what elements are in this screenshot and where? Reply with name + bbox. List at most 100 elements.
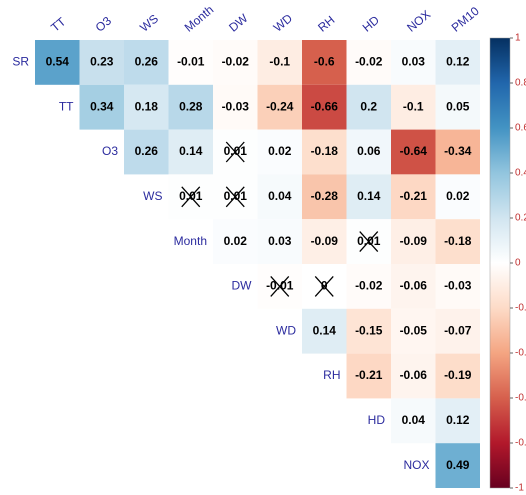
colorbar-label: -0.4 [515,348,526,359]
cell [302,174,347,220]
column-label: NOX [404,7,433,34]
row-label: HD [368,413,386,427]
cell [257,129,302,175]
cell-value: -0.09 [400,234,428,248]
cell [346,308,391,354]
cell-value: -0.18 [311,144,339,158]
colorbar-label: -0.6 [515,393,526,404]
cell [35,40,80,85]
cell [79,84,124,130]
cell [168,84,213,130]
cell [391,308,436,354]
colorbar-label: -0.8 [515,438,526,449]
cell-value: -0.66 [311,99,339,113]
cell [213,219,258,264]
cell [302,308,347,354]
colorbar-label: 0.8 [515,78,526,89]
cell-value: 0.54 [46,55,70,69]
column-label: RH [315,13,337,35]
cell [346,353,391,399]
colorbar [489,37,511,489]
cell [346,129,391,175]
cell [435,219,480,264]
cell [391,40,436,85]
cell-value: -0.6 [314,55,335,69]
cell [213,40,258,85]
cell-value: -0.34 [444,144,472,158]
cell-value: -0.09 [311,234,339,248]
cell-value: 0.49 [446,458,470,472]
cell-value: -0.06 [400,368,428,382]
cell [346,40,391,85]
colorbar-label: 0.6 [515,123,526,134]
cell-value: -0.03 [222,99,250,113]
row-label: WD [276,323,296,337]
cell-value: 0.14 [313,323,337,337]
cell [302,129,347,175]
cell [435,129,480,175]
cross [181,186,201,208]
cell [346,174,391,220]
cell-value: -0.24 [266,99,294,113]
cell-value: 0.02 [224,234,248,248]
colorbar-label: 1 [515,33,521,44]
cell-value: -0.21 [355,368,383,382]
cell [391,398,436,444]
cell [391,129,436,175]
cell [346,84,391,130]
cell-value: -0.06 [400,279,428,293]
column-label: PM10 [449,4,482,35]
cell [124,40,169,85]
cell [257,84,302,130]
cell-value: 0.04 [402,413,426,427]
cell [435,264,480,309]
cell-value: -0.15 [355,323,383,337]
cell-value: 0.12 [446,413,470,427]
cell-value: -0.18 [444,234,472,248]
cell-value: 0.26 [135,55,159,69]
cell-value: -0.64 [400,144,428,158]
cell [302,40,347,85]
colorbar-label: 0 [515,258,521,269]
row-label: NOX [403,458,429,472]
column-label: DW [226,11,251,35]
cell [435,84,480,130]
cell-value: 0.34 [90,99,114,113]
row-label: WS [143,189,162,203]
row-label: DW [232,279,253,293]
cross [270,275,290,297]
cell [435,308,480,354]
cross [225,186,245,208]
colorbar-label: -1 [515,483,524,494]
cell-value: 0.14 [357,189,381,203]
cell [391,84,436,130]
cell-value: 0.04 [268,189,292,203]
cell-value: -0.28 [311,189,339,203]
cell [213,84,258,130]
colorbar-label: -0.2 [515,303,526,314]
cell [391,219,436,264]
cell-value: -0.07 [444,323,472,337]
cell-value: -0.02 [222,55,250,69]
cell [435,443,480,488]
cell-value: -0.01 [177,55,205,69]
column-label: HD [360,13,383,35]
cell-value: -0.1 [269,55,290,69]
row-label: TT [59,99,74,113]
colorbar-label: 0.4 [515,168,526,179]
cell [168,40,213,85]
cell-value: -0.19 [444,368,472,382]
cell [302,219,347,264]
column-label: TT [48,14,69,35]
cell [435,398,480,444]
cell [257,174,302,220]
cell [124,84,169,130]
cell-value: -0.1 [403,99,424,113]
cell [391,174,436,220]
cell [391,353,436,399]
cell-value: 0.06 [357,144,381,158]
column-label: O3 [93,14,115,35]
cell-value: -0.02 [355,279,383,293]
